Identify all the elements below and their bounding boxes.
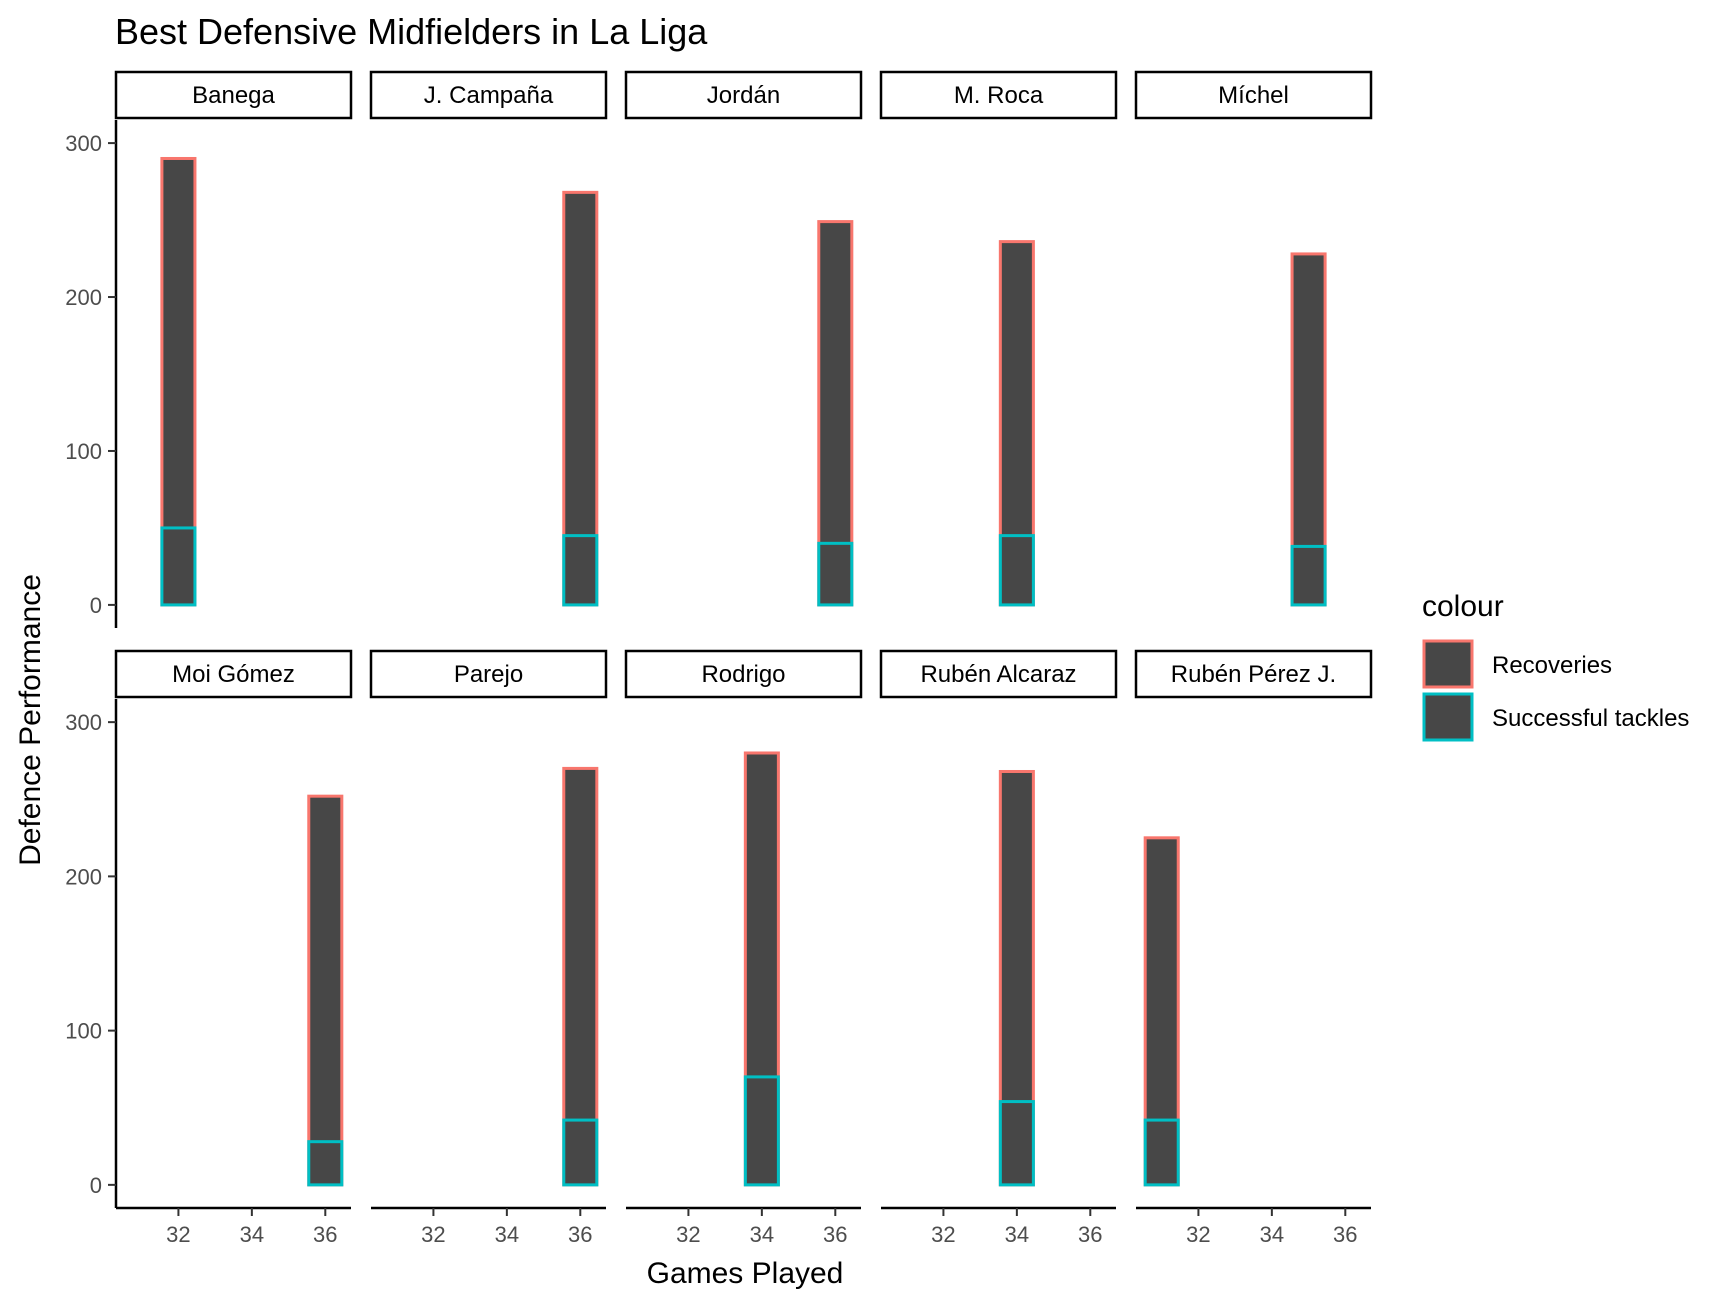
facet-panel-banega: Banega 0 100 200 300 xyxy=(65,70,353,628)
facet-strip xyxy=(114,649,353,699)
bar-successful-tackles xyxy=(998,1100,1035,1187)
facet-strip-label: Rodrigo xyxy=(701,661,785,688)
legend-entry-label: Successful tackles xyxy=(1492,705,1689,732)
facet-strip xyxy=(624,649,863,699)
bar-successful-tackles xyxy=(1290,544,1327,607)
legend-title: colour xyxy=(1422,590,1504,623)
facet-strip-label: Moi Gómez xyxy=(172,661,295,688)
facet-strip-label: Banega xyxy=(192,82,275,109)
facet-panel-ruben-perez-j: Rubén Pérez J. 32 34 36 xyxy=(1134,649,1373,1247)
y-tick-label: 300 xyxy=(65,710,102,735)
x-tick-label: 34 xyxy=(495,1222,519,1247)
facet-panel-michel: Míchel xyxy=(1134,70,1373,607)
facet-strip-label: Jordán xyxy=(707,82,780,109)
facet-strip xyxy=(369,649,608,699)
x-tick-label: 32 xyxy=(676,1222,700,1247)
x-tick-label: 34 xyxy=(240,1222,264,1247)
legend-key xyxy=(1422,692,1474,742)
y-tick-label: 0 xyxy=(90,1173,102,1198)
y-tick-label: 200 xyxy=(65,285,102,310)
y-tick-label: 100 xyxy=(65,439,102,464)
bar-successful-tackles xyxy=(160,526,197,607)
facet-strip xyxy=(1134,70,1373,120)
facet-strip xyxy=(879,70,1118,120)
facet-panel-rodrigo: Rodrigo 32 34 36 xyxy=(624,649,863,1247)
x-tick-label: 32 xyxy=(166,1222,190,1247)
x-tick-label: 34 xyxy=(750,1222,774,1247)
facet-panel-m-roca: M. Roca xyxy=(879,70,1118,607)
facet-strip-label: Rubén Pérez J. xyxy=(1171,661,1336,688)
facet-strip-label: M. Roca xyxy=(954,82,1044,109)
y-tick-label: 100 xyxy=(65,1019,102,1044)
x-tick-label: 36 xyxy=(568,1222,592,1247)
x-tick-label: 32 xyxy=(931,1222,955,1247)
facet-panel-ruben-alcaraz: Rubén Alcaraz 32 34 36 xyxy=(879,649,1118,1247)
x-tick-label: 36 xyxy=(313,1222,337,1247)
facet-strip xyxy=(879,649,1118,699)
bar-successful-tackles xyxy=(1143,1118,1180,1187)
x-tick-label: 34 xyxy=(1005,1222,1029,1247)
facet-strip-label: Rubén Alcaraz xyxy=(920,661,1076,688)
y-tick-label: 0 xyxy=(90,593,102,618)
legend-entry-label: Recoveries xyxy=(1492,652,1612,679)
y-tick-label: 300 xyxy=(65,131,102,156)
x-tick-label: 32 xyxy=(1186,1222,1210,1247)
x-tick-label: 32 xyxy=(421,1222,445,1247)
y-tick-label: 200 xyxy=(65,864,102,889)
legend-key xyxy=(1422,639,1474,689)
facet-panel-j-campana: J. Campaña xyxy=(369,70,608,607)
chart-title: Best Defensive Midfielders in La Liga xyxy=(115,11,708,52)
facet-strip xyxy=(369,70,608,120)
x-tick-label: 36 xyxy=(1333,1222,1357,1247)
facet-panel-jordan: Jordán xyxy=(624,70,863,607)
bar-successful-tackles xyxy=(743,1075,780,1187)
facet-strip-label: Míchel xyxy=(1218,82,1289,109)
bar-recoveries xyxy=(307,794,344,1187)
bar-successful-tackles xyxy=(562,534,599,607)
bar-successful-tackles xyxy=(562,1118,599,1187)
facet-strip-label: Parejo xyxy=(454,661,523,688)
facet-panel-moi-gomez: Moi Gómez 0 100 200 300 32 34 36 xyxy=(65,649,353,1247)
facet-panels: Banega 0 100 200 300 J. Campaña Jordán M. Roca M… xyxy=(65,70,1373,1247)
bar-successful-tackles xyxy=(307,1140,344,1187)
facet-strip-label: J. Campaña xyxy=(424,82,554,109)
y-axis-label: Defence Performance xyxy=(14,574,47,866)
bar-successful-tackles xyxy=(998,534,1035,607)
facet-strip xyxy=(114,70,353,120)
facet-panel-parejo: Parejo 32 34 36 xyxy=(369,649,608,1247)
facet-strip xyxy=(1134,649,1373,699)
facet-strip xyxy=(624,70,863,120)
x-tick-label: 36 xyxy=(823,1222,847,1247)
bar-successful-tackles xyxy=(817,541,854,607)
x-tick-label: 36 xyxy=(1078,1222,1102,1247)
legend: colour Recoveries Successful tackles xyxy=(1422,590,1689,742)
bar-recoveries xyxy=(817,220,854,607)
x-axis-label: Games Played xyxy=(647,1257,844,1290)
x-tick-label: 34 xyxy=(1260,1222,1284,1247)
